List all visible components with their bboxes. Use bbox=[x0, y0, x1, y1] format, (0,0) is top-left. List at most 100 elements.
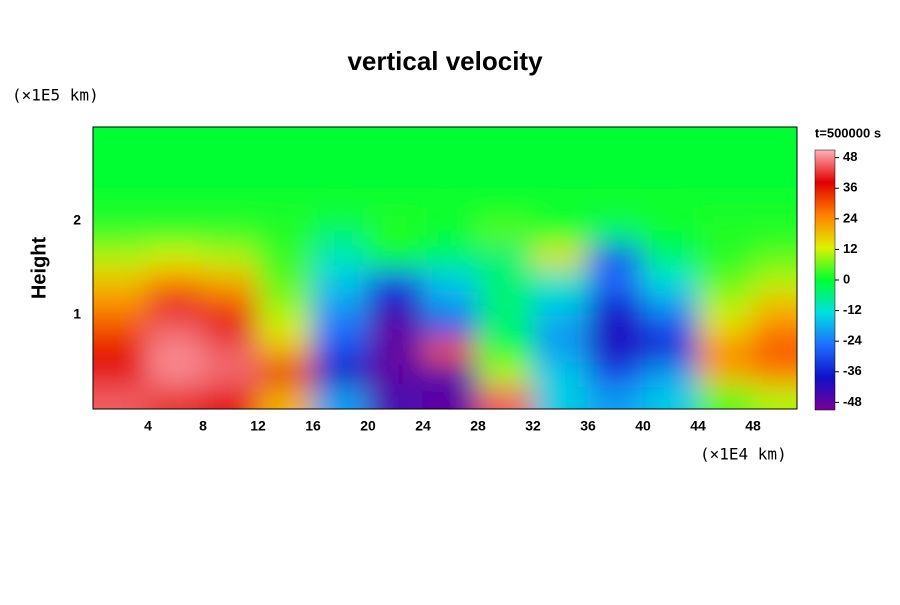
cell bbox=[257, 173, 314, 198]
cell bbox=[367, 220, 424, 245]
cell bbox=[422, 361, 479, 386]
cell bbox=[532, 244, 589, 269]
x-tick-label: 16 bbox=[305, 418, 321, 434]
cell bbox=[312, 361, 369, 386]
cell bbox=[477, 361, 534, 386]
cell bbox=[697, 244, 754, 269]
x-tick-label: 28 bbox=[470, 418, 486, 434]
cell bbox=[752, 361, 797, 386]
cell bbox=[642, 291, 699, 316]
cell bbox=[697, 173, 754, 198]
cell bbox=[93, 127, 149, 151]
cell bbox=[202, 291, 259, 316]
cell bbox=[147, 127, 204, 151]
y-unit-label: (×1E5 km) bbox=[12, 86, 99, 105]
cell bbox=[257, 291, 314, 316]
cell bbox=[752, 197, 797, 222]
cell bbox=[312, 338, 369, 363]
cell bbox=[367, 361, 424, 386]
cell bbox=[752, 338, 797, 363]
cell bbox=[587, 291, 644, 316]
cell bbox=[587, 127, 644, 151]
cell bbox=[367, 291, 424, 316]
cell bbox=[147, 220, 204, 245]
cell bbox=[477, 127, 534, 151]
cell bbox=[367, 173, 424, 198]
cell bbox=[422, 338, 479, 363]
cell bbox=[422, 267, 479, 292]
cell bbox=[752, 314, 797, 339]
cell bbox=[202, 385, 259, 409]
cell bbox=[587, 314, 644, 339]
x-tick-label: 40 bbox=[635, 418, 651, 434]
cell bbox=[642, 150, 699, 175]
cell bbox=[422, 291, 479, 316]
x-tick-label: 24 bbox=[415, 418, 431, 434]
cell bbox=[422, 173, 479, 198]
cell bbox=[422, 314, 479, 339]
cell bbox=[202, 220, 259, 245]
x-tick-label: 32 bbox=[525, 418, 541, 434]
cell bbox=[367, 127, 424, 151]
x-unit-label: (×1E4 km) bbox=[700, 445, 787, 464]
cell bbox=[532, 361, 589, 386]
cell bbox=[147, 291, 204, 316]
x-tick-label: 8 bbox=[199, 418, 207, 434]
cell bbox=[202, 127, 259, 151]
cell bbox=[367, 338, 424, 363]
chart-title: vertical velocity bbox=[347, 46, 543, 76]
y-tick-label: 2 bbox=[73, 212, 81, 228]
cell bbox=[202, 314, 259, 339]
cell bbox=[477, 220, 534, 245]
y-axis-label: Height bbox=[28, 237, 50, 300]
cell bbox=[93, 267, 149, 292]
cell bbox=[93, 314, 149, 339]
cell bbox=[367, 150, 424, 175]
colorbar-tick-label: 12 bbox=[843, 241, 857, 256]
cell bbox=[93, 291, 149, 316]
cell bbox=[257, 385, 314, 409]
x-tick-label: 36 bbox=[580, 418, 596, 434]
cell bbox=[367, 244, 424, 269]
cell bbox=[202, 267, 259, 292]
cell bbox=[587, 173, 644, 198]
cell bbox=[312, 314, 369, 339]
cell bbox=[477, 150, 534, 175]
cell bbox=[257, 127, 314, 151]
cell bbox=[147, 173, 204, 198]
cell bbox=[147, 267, 204, 292]
cell bbox=[697, 361, 754, 386]
cell bbox=[202, 244, 259, 269]
cell bbox=[202, 197, 259, 222]
cell bbox=[477, 173, 534, 198]
cell bbox=[257, 361, 314, 386]
x-tick-label: 48 bbox=[745, 418, 761, 434]
cell bbox=[93, 338, 149, 363]
cell bbox=[422, 244, 479, 269]
cell bbox=[312, 150, 369, 175]
cell bbox=[532, 197, 589, 222]
cell bbox=[697, 338, 754, 363]
cell bbox=[202, 150, 259, 175]
cell bbox=[752, 267, 797, 292]
cell bbox=[147, 361, 204, 386]
y-tick-label: 1 bbox=[73, 306, 81, 322]
cell bbox=[257, 197, 314, 222]
cell bbox=[532, 150, 589, 175]
cell bbox=[312, 173, 369, 198]
cell bbox=[367, 314, 424, 339]
cell bbox=[697, 127, 754, 151]
colorbar-tick-label: -24 bbox=[843, 333, 863, 348]
colorbar-tick-label: 36 bbox=[843, 180, 857, 195]
cell bbox=[642, 220, 699, 245]
cell bbox=[752, 150, 797, 175]
cell bbox=[312, 244, 369, 269]
x-tick-label: 12 bbox=[250, 418, 266, 434]
cell bbox=[642, 385, 699, 409]
cell bbox=[257, 267, 314, 292]
cell bbox=[532, 173, 589, 198]
cell bbox=[532, 127, 589, 151]
cell bbox=[147, 314, 204, 339]
colorbar-tick-label: -12 bbox=[843, 302, 862, 317]
cell bbox=[257, 220, 314, 245]
